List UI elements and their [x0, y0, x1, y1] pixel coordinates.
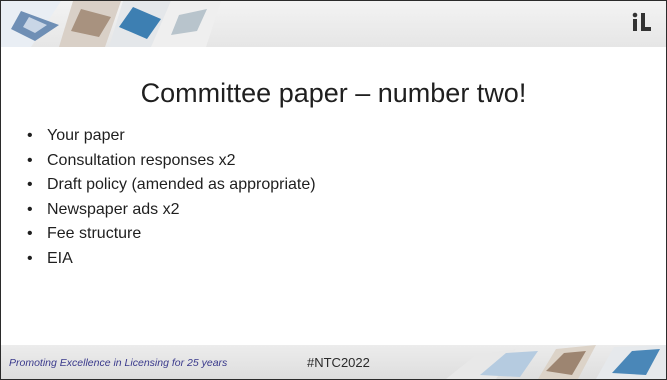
list-item: Fee structure — [25, 222, 316, 247]
footer-band: Promoting Excellence in Licensing for 25… — [1, 345, 666, 379]
slide-title: Committee paper – number two! — [140, 78, 527, 108]
header-decoration-icon — [1, 1, 221, 47]
list-item: Your paper — [25, 124, 316, 149]
footer-hashtag: #NTC2022 — [307, 355, 370, 370]
list-item: Newspaper ads x2 — [25, 198, 316, 223]
il-logo-icon — [632, 12, 651, 31]
footer-tagline: Promoting Excellence in Licensing for 25… — [9, 357, 228, 369]
footer-decoration-icon — [446, 345, 666, 379]
bullet-list: Your paper Consultation responses x2 Dra… — [25, 124, 316, 272]
list-item: Draft policy (amended as appropriate) — [25, 173, 316, 198]
list-item: EIA — [25, 247, 316, 272]
header-band — [1, 1, 666, 47]
list-item: Consultation responses x2 — [25, 149, 316, 174]
